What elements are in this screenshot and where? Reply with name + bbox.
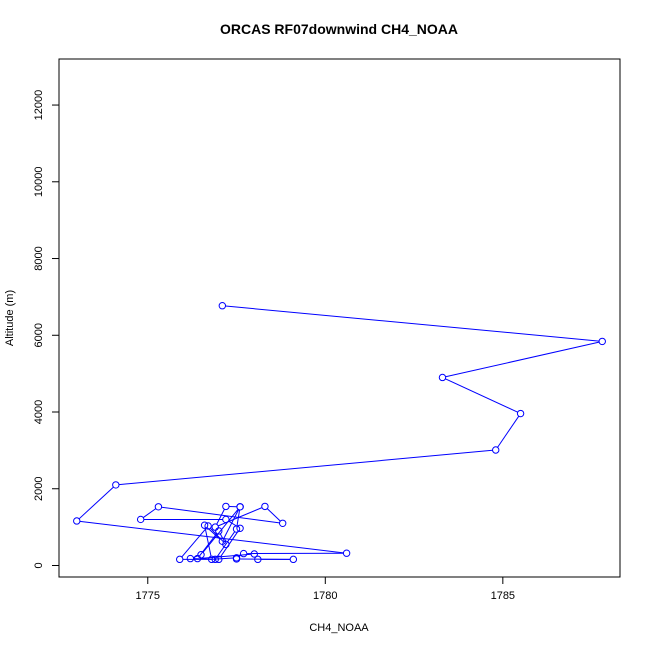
series-line-segment	[223, 509, 240, 539]
series-line-segment	[209, 527, 225, 543]
x-tick-label: 1775	[136, 590, 160, 602]
series-line-segment	[216, 509, 225, 525]
data-point	[236, 503, 244, 511]
data-point	[236, 524, 244, 532]
x-tick-label: 1780	[313, 590, 337, 602]
data-point	[211, 555, 219, 564]
data-point	[154, 503, 163, 511]
data-point	[218, 302, 227, 310]
y-axis-label: Altitude (m)	[4, 290, 16, 346]
data-point	[186, 554, 195, 563]
y-axis: 0 2000 4000 6000 8000 10000 12000	[33, 90, 59, 569]
data-point	[211, 523, 219, 531]
data-point	[215, 555, 223, 564]
series-line-segment	[445, 378, 518, 413]
data-point	[136, 515, 145, 524]
data-point	[250, 550, 258, 558]
data-point	[492, 446, 500, 454]
data-point	[289, 555, 298, 564]
series-line-segment	[236, 509, 241, 526]
series-line-segment	[78, 486, 114, 520]
y-tick-label: 8000	[33, 246, 45, 270]
data-point	[207, 555, 216, 564]
series-line-segment	[118, 449, 493, 486]
y-tick-label: 6000	[33, 323, 45, 347]
data-point	[112, 481, 120, 489]
plot-frame	[58, 58, 621, 578]
series-line-segment	[497, 415, 520, 448]
data-point	[193, 554, 202, 563]
data-point	[222, 502, 230, 511]
data-point	[176, 555, 184, 564]
series-line-segment	[142, 508, 157, 518]
x-axis-label: CH4_NOAA	[309, 622, 369, 634]
y-tick-label: 2000	[33, 477, 45, 501]
data-point	[342, 549, 351, 557]
series-line-segment	[161, 506, 280, 524]
series-line-segment	[214, 557, 234, 560]
data-point	[222, 540, 230, 549]
y-tick-label: 10000	[33, 166, 45, 197]
y-tick-label: 12000	[33, 90, 45, 121]
data-point	[239, 549, 248, 558]
data-point	[516, 409, 525, 418]
data-point	[254, 555, 262, 564]
series-line-segment	[225, 305, 600, 342]
data-point	[73, 517, 81, 525]
data-point	[598, 337, 606, 346]
data-point	[232, 555, 241, 563]
y-tick-label: 4000	[33, 400, 45, 424]
series-line-segment	[199, 533, 218, 557]
series-line-segment	[79, 520, 344, 554]
series-line-segment	[216, 531, 236, 558]
series-layer	[73, 302, 606, 564]
data-point	[232, 525, 241, 533]
series-line-segment	[445, 341, 600, 378]
x-tick-label: 1785	[491, 590, 515, 602]
data-point	[261, 502, 269, 511]
data-point	[204, 522, 212, 530]
data-point	[215, 527, 223, 535]
series-line-segment	[200, 553, 252, 559]
series-line-segment	[181, 528, 207, 558]
y-tick-label: 0	[33, 562, 45, 568]
data-point	[222, 515, 230, 524]
data-point	[278, 519, 287, 527]
data-point	[200, 521, 209, 529]
chart-title: ORCAS RF07downwind CH4_NOAA	[220, 21, 458, 37]
series-line-segment	[204, 528, 212, 557]
data-point	[438, 373, 447, 382]
series-line-segment	[266, 508, 281, 522]
x-axis: 1775 1780 1785	[136, 577, 515, 602]
